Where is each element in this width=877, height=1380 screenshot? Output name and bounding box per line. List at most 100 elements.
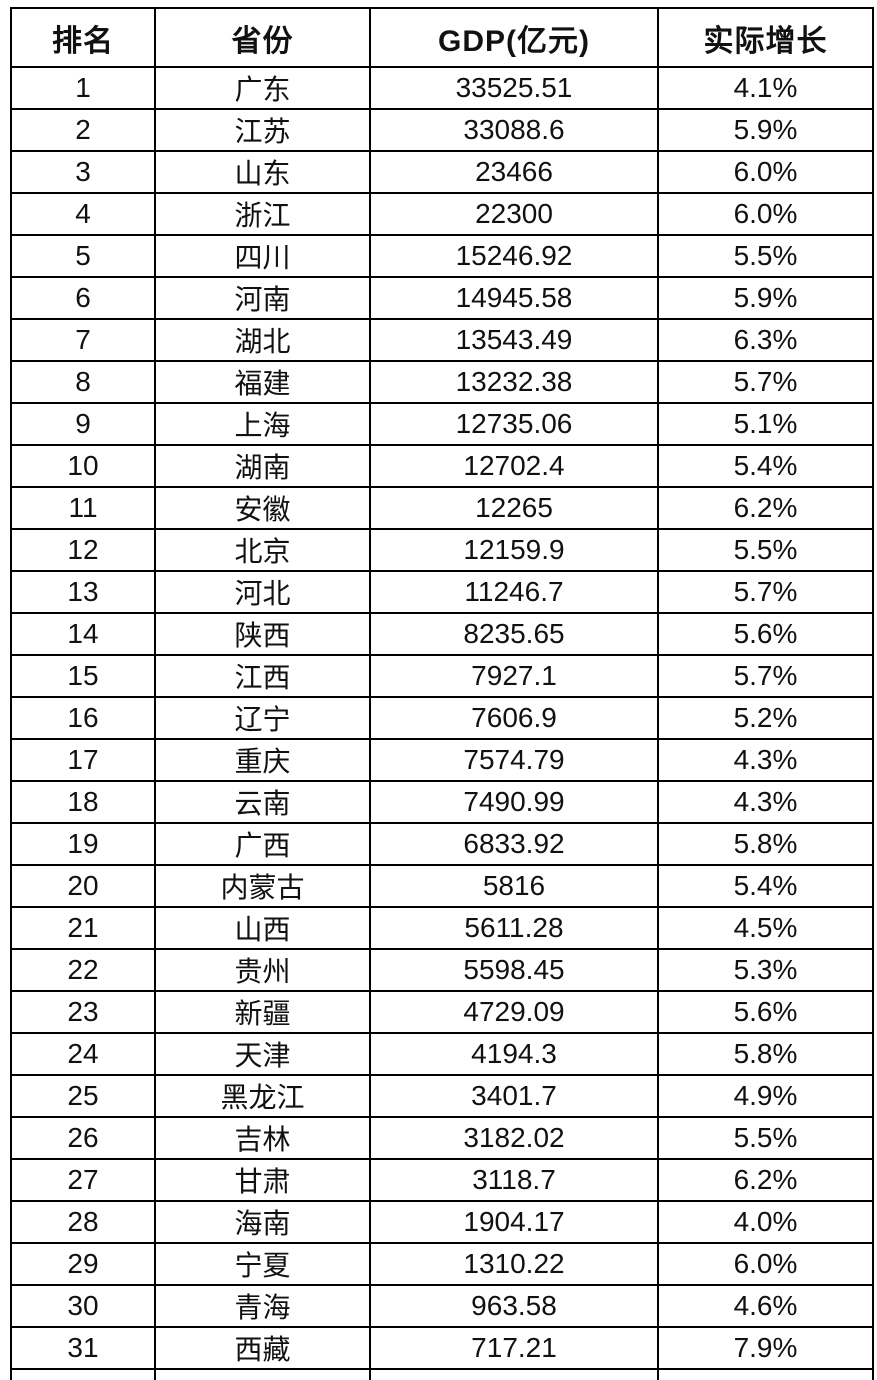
growth-cell: 5.7% — [657, 654, 874, 698]
gdp-cell: 4194.3 — [369, 1032, 659, 1076]
province-cell: 江苏 — [154, 108, 371, 152]
table-row: 20 内蒙古 5816 5.4% — [10, 864, 874, 908]
growth-cell: 4.5% — [657, 906, 874, 950]
province-cell: 浙江 — [154, 192, 371, 236]
province-cell: 河北 — [154, 570, 371, 614]
header-growth: 实际增长 — [657, 7, 874, 68]
province-cell: 广西 — [154, 822, 371, 866]
table-row: 11 安徽 12265 6.2% — [10, 486, 874, 530]
rank-cell: 16 — [10, 696, 156, 740]
growth-cell: 6.2% — [657, 1158, 874, 1202]
rank-cell: 22 — [10, 948, 156, 992]
table-row: 10 湖南 12702.4 5.4% — [10, 444, 874, 488]
province-cell: 上海 — [154, 402, 371, 446]
table-row: 12 北京 12159.9 5.5% — [10, 528, 874, 572]
rank-cell: 29 — [10, 1242, 156, 1286]
rank-cell: 26 — [10, 1116, 156, 1160]
table-row: 7 湖北 13543.49 6.3% — [10, 318, 874, 362]
rank-cell: 19 — [10, 822, 156, 866]
gdp-cell: 22300 — [369, 192, 659, 236]
table-row: 28 海南 1904.17 4.0% — [10, 1200, 874, 1244]
rank-cell: 8 — [10, 360, 156, 404]
growth-cell: 4.1% — [657, 66, 874, 110]
table-row: 3 山东 23466 6.0% — [10, 150, 874, 194]
rank-cell: 5 — [10, 234, 156, 278]
province-cell: 宁夏 — [154, 1242, 371, 1286]
province-cell: 甘肃 — [154, 1158, 371, 1202]
rank-cell: 31 — [10, 1326, 156, 1370]
gdp-cell: 963.58 — [369, 1284, 659, 1328]
growth-cell: 5.5% — [657, 1116, 874, 1160]
table-row: 16 辽宁 7606.9 5.2% — [10, 696, 874, 740]
table-row: 22 贵州 5598.45 5.3% — [10, 948, 874, 992]
rank-cell — [10, 1368, 156, 1380]
province-cell — [154, 1368, 371, 1380]
gdp-cell: 33088.6 — [369, 108, 659, 152]
rank-cell: 14 — [10, 612, 156, 656]
growth-cell: 4.3% — [657, 780, 874, 824]
province-cell: 山西 — [154, 906, 371, 950]
province-cell: 四川 — [154, 234, 371, 278]
table-row: 19 广西 6833.92 5.8% — [10, 822, 874, 866]
gdp-cell: 15246.92 — [369, 234, 659, 278]
table-row: 31 西藏 717.21 7.9% — [10, 1326, 874, 1370]
table-row: 1 广东 33525.51 4.1% — [10, 66, 874, 110]
province-cell: 陕西 — [154, 612, 371, 656]
gdp-cell: 23466 — [369, 150, 659, 194]
province-cell: 湖南 — [154, 444, 371, 488]
province-gdp-table: 排名 省份 GDP(亿元) 实际增长 1 广东 33525.51 4.1% 2 … — [10, 7, 874, 1380]
growth-cell: 6.0% — [657, 1242, 874, 1286]
province-cell: 内蒙古 — [154, 864, 371, 908]
table-row: 9 上海 12735.06 5.1% — [10, 402, 874, 446]
rank-cell: 21 — [10, 906, 156, 950]
growth-cell: 6.0% — [657, 150, 874, 194]
table-row: 17 重庆 7574.79 4.3% — [10, 738, 874, 782]
growth-cell: 5.7% — [657, 360, 874, 404]
gdp-cell: 5598.45 — [369, 948, 659, 992]
rank-cell: 18 — [10, 780, 156, 824]
rank-cell: 15 — [10, 654, 156, 698]
growth-cell: 6.2% — [657, 486, 874, 530]
rank-cell: 2 — [10, 108, 156, 152]
table-row: 4 浙江 22300 6.0% — [10, 192, 874, 236]
header-rank: 排名 — [10, 7, 156, 68]
gdp-cell: 7574.79 — [369, 738, 659, 782]
province-cell: 吉林 — [154, 1116, 371, 1160]
header-row: 排名 省份 GDP(亿元) 实际增长 — [10, 7, 874, 68]
gdp-cell: 12702.4 — [369, 444, 659, 488]
growth-cell: 4.0% — [657, 1200, 874, 1244]
rank-cell: 23 — [10, 990, 156, 1034]
province-cell: 辽宁 — [154, 696, 371, 740]
rank-cell: 17 — [10, 738, 156, 782]
rank-cell: 25 — [10, 1074, 156, 1118]
growth-cell: 5.2% — [657, 696, 874, 740]
province-cell: 江西 — [154, 654, 371, 698]
table-row: 29 宁夏 1310.22 6.0% — [10, 1242, 874, 1286]
gdp-cell: 4729.09 — [369, 990, 659, 1034]
province-cell: 广东 — [154, 66, 371, 110]
growth-cell: 4.9% — [657, 1074, 874, 1118]
table-row: 2 江苏 33088.6 5.9% — [10, 108, 874, 152]
rank-cell: 13 — [10, 570, 156, 614]
rank-cell: 20 — [10, 864, 156, 908]
province-cell: 山东 — [154, 150, 371, 194]
rank-cell: 6 — [10, 276, 156, 320]
table-row: 27 甘肃 3118.7 6.2% — [10, 1158, 874, 1202]
province-cell: 黑龙江 — [154, 1074, 371, 1118]
rank-cell: 30 — [10, 1284, 156, 1328]
growth-cell: 5.4% — [657, 864, 874, 908]
gdp-cell: 5816 — [369, 864, 659, 908]
growth-cell: 5.9% — [657, 108, 874, 152]
growth-cell: 7.9% — [657, 1326, 874, 1370]
growth-cell: 5.8% — [657, 1032, 874, 1076]
table-row: 18 云南 7490.99 4.3% — [10, 780, 874, 824]
gdp-cell: 7606.9 — [369, 696, 659, 740]
table-row: 13 河北 11246.7 5.7% — [10, 570, 874, 614]
header-province: 省份 — [154, 7, 371, 68]
table-row: 25 黑龙江 3401.7 4.9% — [10, 1074, 874, 1118]
table-header: 排名 省份 GDP(亿元) 实际增长 — [10, 7, 874, 68]
gdp-cell: 12159.9 — [369, 528, 659, 572]
province-cell: 海南 — [154, 1200, 371, 1244]
table-row: 24 天津 4194.3 5.8% — [10, 1032, 874, 1076]
rank-cell: 1 — [10, 66, 156, 110]
